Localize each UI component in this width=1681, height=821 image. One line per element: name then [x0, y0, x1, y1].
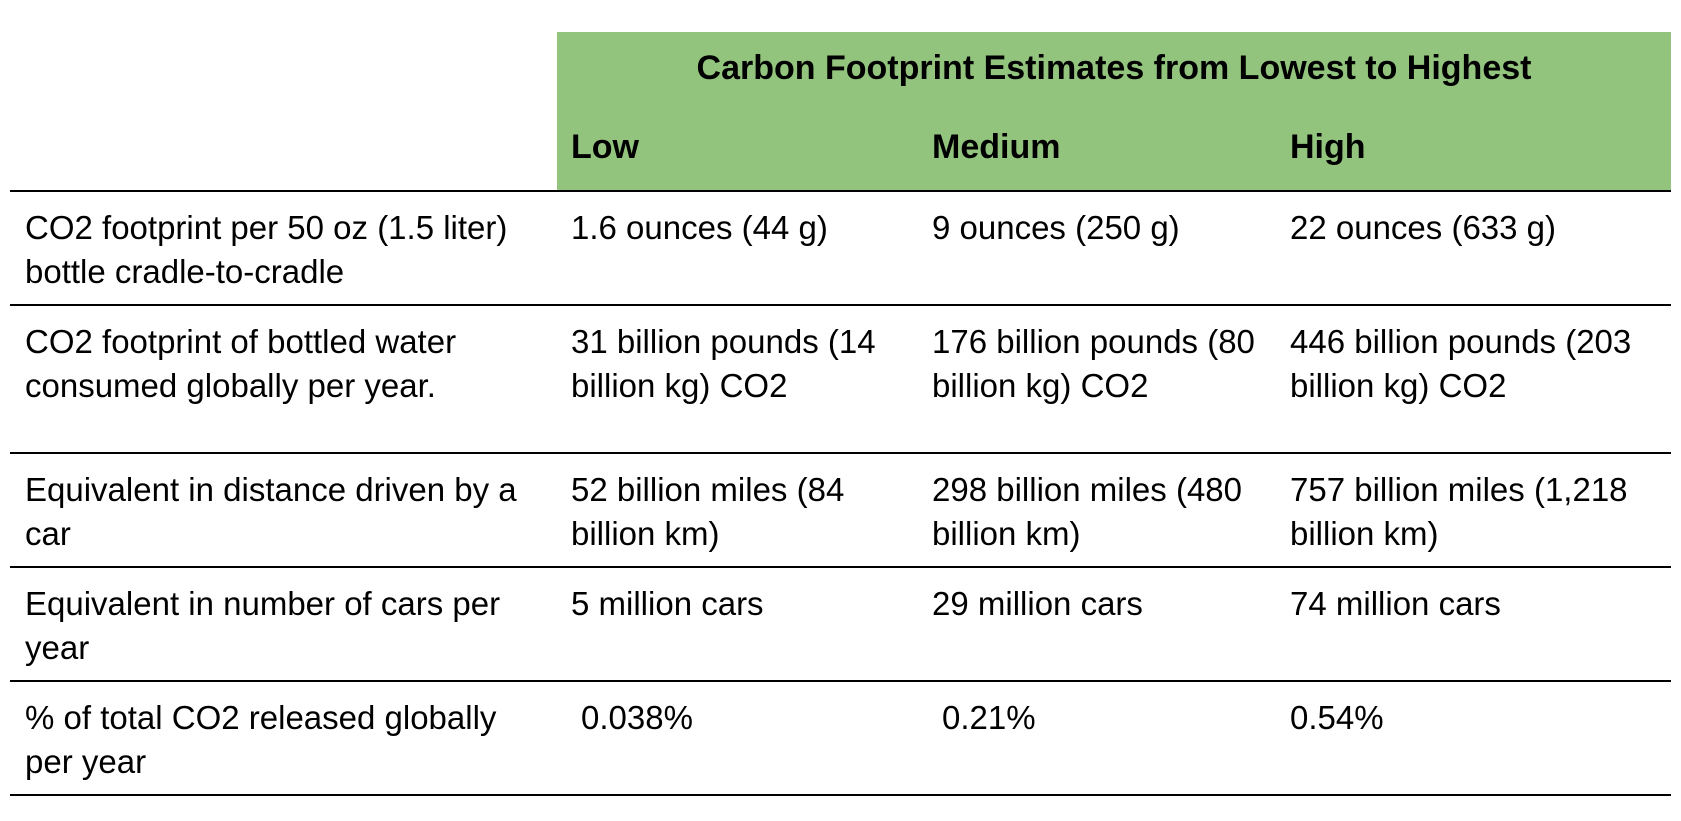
column-header-row: Low Medium High [10, 104, 1671, 192]
cell-high: 22 ounces (633 g) [1276, 191, 1671, 306]
cell-medium: 9 ounces (250 g) [918, 191, 1276, 306]
cell-low: 31 billion pounds (14 billion kg) CO2 [557, 305, 918, 454]
row-label: CO2 footprint per 50 oz (1.5 liter) bott… [10, 191, 557, 306]
row-label: Equivalent in distance driven by a car [10, 453, 557, 568]
table-row: CO2 footprint per 50 oz (1.5 liter) bott… [10, 191, 1671, 306]
cell-medium: 176 billion pounds (80 billion kg) CO2 [918, 305, 1276, 454]
cell-low: 0.038% [557, 681, 918, 796]
table-row: Equivalent in distance driven by a car 5… [10, 453, 1671, 568]
cell-low: 52 billion miles (84 billion km) [557, 453, 918, 568]
carbon-footprint-table: Carbon Footprint Estimates from Lowest t… [10, 32, 1671, 796]
cell-high: 446 billion pounds (203 billion kg) CO2 [1276, 305, 1671, 454]
corner-blank-cell [10, 32, 557, 104]
cell-low: 5 million cars [557, 567, 918, 682]
cell-medium: 298 billion miles (480 billion km) [918, 453, 1276, 568]
column-header-medium: Medium [918, 104, 1276, 192]
cell-high: 0.54% [1276, 681, 1671, 796]
carbon-footprint-table-container: Carbon Footprint Estimates from Lowest t… [10, 32, 1671, 796]
cell-high: 74 million cars [1276, 567, 1671, 682]
row-label: CO2 footprint of bottled water consumed … [10, 305, 557, 454]
group-header-title: Carbon Footprint Estimates from Lowest t… [557, 32, 1671, 104]
group-header-row: Carbon Footprint Estimates from Lowest t… [10, 32, 1671, 104]
table-row: Equivalent in number of cars per year 5 … [10, 567, 1671, 682]
table-row: CO2 footprint of bottled water consumed … [10, 305, 1671, 454]
table-row: % of total CO2 released globally per yea… [10, 681, 1671, 796]
corner-blank-cell-2 [10, 104, 557, 192]
cell-low: 1.6 ounces (44 g) [557, 191, 918, 306]
row-label: % of total CO2 released globally per yea… [10, 681, 557, 796]
cell-medium: 29 million cars [918, 567, 1276, 682]
row-label: Equivalent in number of cars per year [10, 567, 557, 682]
column-header-high: High [1276, 104, 1671, 192]
column-header-low: Low [557, 104, 918, 192]
cell-high: 757 billion miles (1,218 billion km) [1276, 453, 1671, 568]
cell-medium: 0.21% [918, 681, 1276, 796]
